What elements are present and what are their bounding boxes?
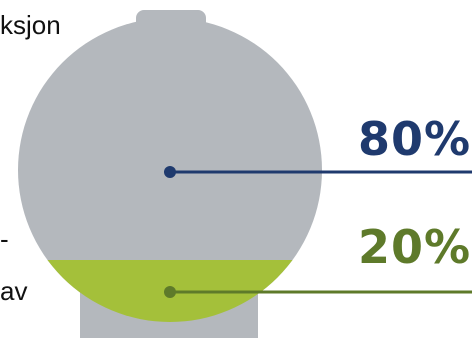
text-fragment-bottom: av [0,276,28,306]
bottom-pointer-dot [164,286,176,298]
text-fragment-top: ksjon [0,10,61,40]
text-fragment-middle: - [0,224,9,254]
top-percent-label: 80% [358,112,472,166]
top-pointer-dot [164,166,176,178]
bottom-percent-label: 20% [358,220,472,274]
